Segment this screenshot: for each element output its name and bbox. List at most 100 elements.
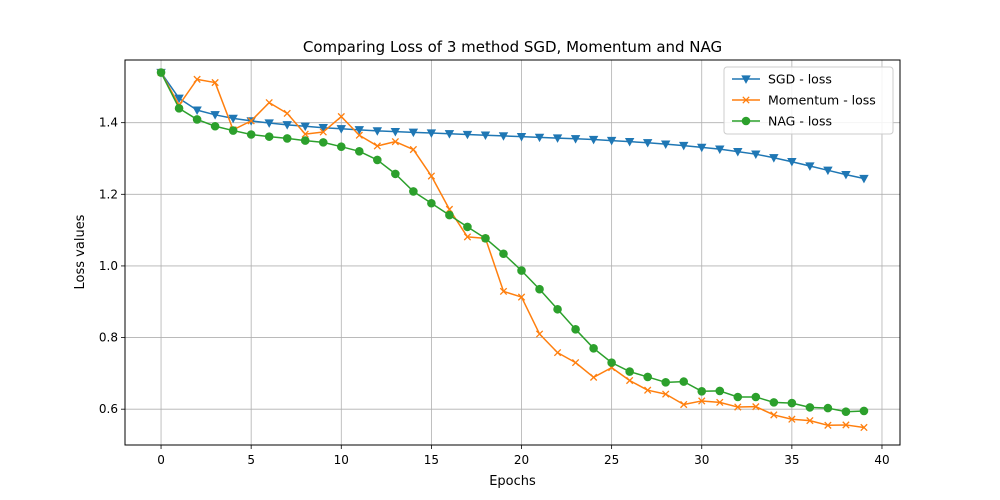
series-1-point	[354, 126, 365, 135]
series-3-point	[535, 284, 544, 294]
x-tick-label: 25	[604, 453, 619, 467]
plot-frame	[124, 59, 901, 446]
series-1-point	[516, 132, 527, 142]
series-1-point	[697, 143, 707, 153]
series-1-point	[192, 106, 202, 115]
legend: SGD - loss Momentum - loss NAG - loss	[723, 66, 894, 135]
series-3-point	[859, 406, 869, 416]
series-3-point	[787, 398, 797, 408]
x-axis-label: Epochs	[489, 474, 536, 489]
series-3-point	[679, 377, 689, 386]
series-3-point	[409, 187, 418, 196]
series-1-point	[498, 132, 509, 141]
series-3-point	[589, 344, 598, 353]
series-3-point	[517, 266, 526, 275]
series-2-point	[644, 386, 652, 394]
series-2-point	[373, 142, 381, 150]
series-2-point	[409, 145, 418, 154]
series-1-point	[372, 127, 383, 136]
series-1-point	[751, 150, 761, 160]
series-2-point	[625, 376, 634, 385]
y-tick-label: 1.2	[99, 187, 118, 201]
x-tick-label: 40	[874, 453, 889, 467]
legend-swatch-marker	[742, 96, 750, 104]
series-3-point	[264, 132, 274, 141]
x-tick-label: 15	[424, 453, 439, 467]
series-1-point	[679, 141, 689, 151]
series-1-point	[300, 122, 310, 132]
series-3-point	[427, 198, 436, 208]
series-1-point	[841, 170, 851, 180]
series-3-point	[355, 147, 364, 156]
x-tick-label: 20	[514, 453, 529, 467]
series-1-point	[660, 140, 671, 149]
series-2-point	[734, 403, 742, 411]
series-3-point	[318, 138, 328, 147]
series-2-point	[337, 112, 345, 121]
series-1-point	[264, 119, 274, 128]
series-3-point	[643, 372, 652, 382]
series-2-point	[824, 421, 832, 429]
series-1-point	[318, 124, 328, 133]
y-tick-label: 0.8	[99, 331, 118, 345]
series-1-point	[426, 129, 437, 138]
legend-swatch-marker	[741, 75, 751, 84]
series-1-point	[624, 137, 635, 147]
series-3	[156, 68, 869, 416]
series-1-point	[336, 125, 346, 134]
series-3-point	[697, 386, 707, 396]
series-3-point	[733, 392, 743, 402]
series-3-point	[625, 367, 634, 376]
series-3-point	[481, 234, 490, 243]
series-2-point	[535, 330, 544, 338]
series-3-point	[769, 398, 779, 407]
series-2-point	[211, 78, 219, 87]
series-2-point	[716, 398, 724, 407]
series-3-point	[571, 325, 580, 334]
series-2-point	[355, 131, 363, 139]
series-1-point	[552, 134, 563, 143]
series-1-point	[642, 139, 653, 148]
series-1-point	[606, 136, 617, 146]
series-2-point	[662, 390, 670, 398]
y-tick-label: 1.4	[99, 116, 118, 130]
series-3-point	[841, 407, 851, 416]
series-2-point	[193, 75, 201, 83]
series-1-point	[390, 127, 401, 137]
y-axis-label: Loss values	[73, 214, 88, 289]
series-3-point	[805, 403, 815, 412]
series-1-point	[282, 121, 292, 130]
series-2-point	[788, 415, 796, 423]
x-tick-label: 5	[247, 453, 255, 467]
legend-item-3: NAG - loss	[732, 114, 832, 129]
y-tick-label: 1.0	[99, 259, 118, 273]
legend-label: SGD - loss	[768, 72, 832, 87]
series-3-point	[156, 68, 166, 77]
series-2-point	[499, 287, 508, 296]
series-1-point	[228, 114, 238, 124]
series-3-point	[192, 115, 202, 124]
series-3-point	[174, 104, 184, 113]
series-layer	[156, 68, 869, 432]
series-1-point	[480, 131, 491, 141]
series-1-point	[805, 162, 815, 171]
series-2-point	[427, 172, 436, 180]
series-3-point	[751, 392, 761, 402]
series-3-point	[246, 130, 256, 139]
series-2-point	[553, 348, 562, 357]
series-2-point	[301, 130, 309, 138]
series-3-point	[499, 249, 508, 259]
series-3-point	[228, 126, 238, 135]
series-2-point	[517, 293, 526, 301]
series-2-point	[752, 403, 760, 411]
legend-label: NAG - loss	[768, 114, 832, 129]
series-3-point	[607, 358, 616, 367]
legend-swatch-marker	[741, 116, 751, 126]
series-1-point	[769, 154, 779, 163]
series-3-point	[445, 210, 454, 220]
series-2-point	[860, 423, 868, 432]
legend-label: Momentum - loss	[768, 93, 876, 108]
x-tick-label: 10	[334, 453, 349, 467]
series-1-point	[787, 158, 797, 167]
